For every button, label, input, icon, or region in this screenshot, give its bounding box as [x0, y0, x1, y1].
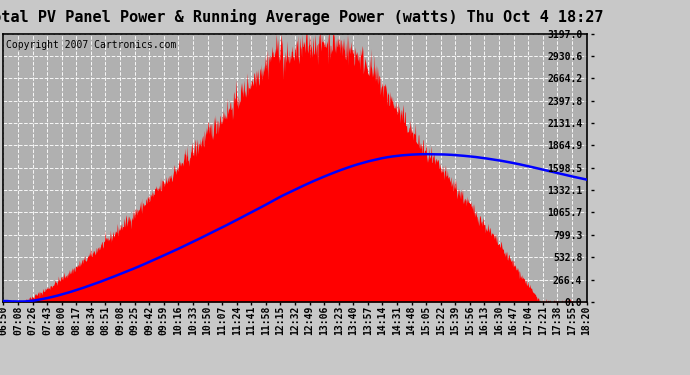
Text: Total PV Panel Power & Running Average Power (watts) Thu Oct 4 18:27: Total PV Panel Power & Running Average P… — [0, 9, 604, 26]
Text: Copyright 2007 Cartronics.com: Copyright 2007 Cartronics.com — [6, 40, 177, 51]
